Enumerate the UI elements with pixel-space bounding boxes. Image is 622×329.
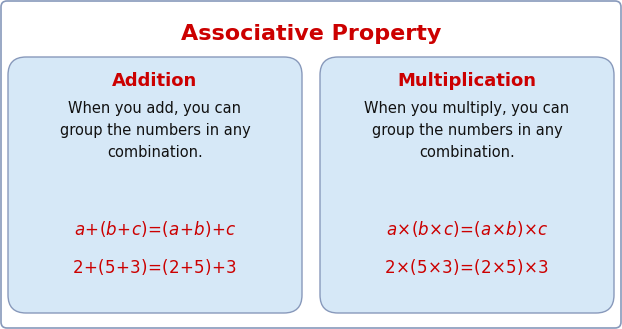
Text: When you add, you can
group the numbers in any
combination.: When you add, you can group the numbers … xyxy=(60,101,251,161)
Text: Multiplication: Multiplication xyxy=(397,72,537,90)
Text: $2\!\times\!(5\!\times\!3)\!=\!(2\!\times\!5)\!\times\!3$: $2\!\times\!(5\!\times\!3)\!=\!(2\!\time… xyxy=(384,257,550,277)
Text: Addition: Addition xyxy=(113,72,198,90)
Text: $2\!+\!(5\!+\!3)\!=\!(2\!+\!5)\!+\!3$: $2\!+\!(5\!+\!3)\!=\!(2\!+\!5)\!+\!3$ xyxy=(72,257,238,277)
Text: $a\!+\!(b\!+\!c)\!=\!(a\!+\!b)\!+\!c$: $a\!+\!(b\!+\!c)\!=\!(a\!+\!b)\!+\!c$ xyxy=(74,219,236,239)
Text: Associative Property: Associative Property xyxy=(181,24,441,44)
FancyBboxPatch shape xyxy=(8,57,302,313)
Text: When you multiply, you can
group the numbers in any
combination.: When you multiply, you can group the num… xyxy=(364,101,570,161)
Text: $a\!\times\!(b\!\times\!c)\!=\!(a\!\times\!b)\!\times\!c$: $a\!\times\!(b\!\times\!c)\!=\!(a\!\time… xyxy=(386,219,548,239)
FancyBboxPatch shape xyxy=(320,57,614,313)
